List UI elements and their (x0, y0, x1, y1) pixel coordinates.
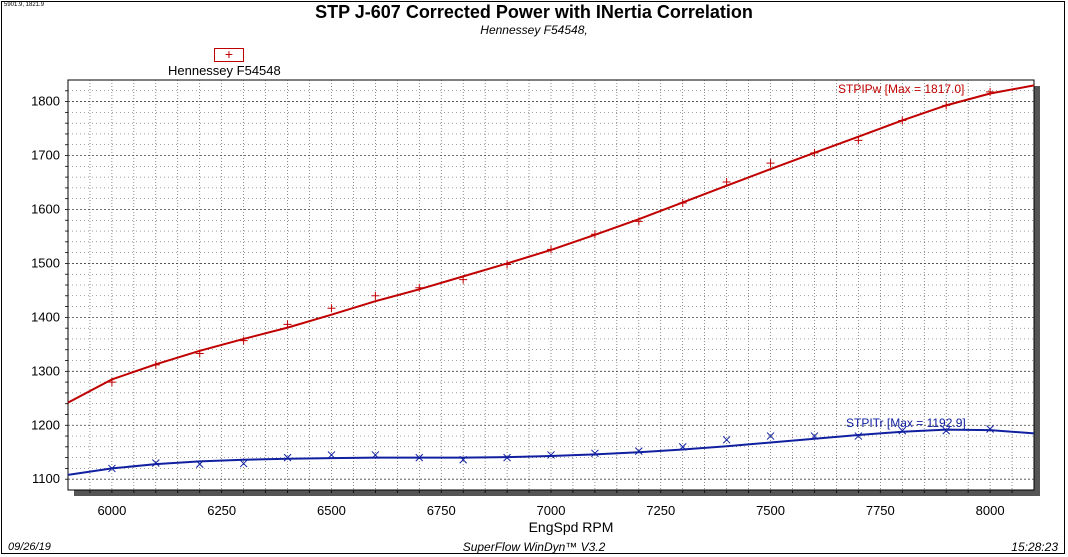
data-point-plus (547, 245, 555, 254)
y-tick-label: 1200 (31, 417, 60, 432)
legend-swatch[interactable]: + (214, 46, 244, 62)
data-point-x (283, 453, 292, 462)
data-point-plus (107, 378, 116, 387)
data-point-plus (678, 199, 687, 207)
chart-subtitle: Hennessey F54548, (480, 23, 588, 37)
data-point-plus (195, 349, 204, 358)
data-point-plus (942, 101, 951, 110)
run-time: 15:28:23 (1011, 540, 1058, 554)
data-point-x (547, 451, 555, 459)
data-point-plus (766, 159, 775, 168)
chart-title: STP J-607 Corrected Power with INertia C… (315, 2, 753, 22)
x-tick-label: 6250 (207, 503, 236, 518)
annotation-power-max: STPIPw [Max = 1817.0] (838, 82, 964, 96)
data-point-x (986, 425, 994, 433)
y-tick-label: 1100 (32, 471, 60, 486)
data-point-x (591, 449, 599, 458)
data-point-x (327, 451, 336, 459)
data-point-plus (239, 336, 248, 345)
data-point-plus (634, 217, 643, 226)
data-point-x (854, 432, 863, 440)
data-point-plus (459, 275, 468, 284)
data-point-x (810, 432, 819, 440)
data-point-plus (503, 260, 512, 269)
data-point-x (239, 459, 248, 468)
data-point-x (722, 435, 731, 444)
y-tick-label: 1700 (31, 148, 60, 163)
x-tick-label: 6750 (427, 503, 456, 518)
data-point-plus (415, 283, 424, 292)
x-tick-label: 6000 (97, 503, 126, 518)
y-tick-label: 1600 (31, 201, 60, 216)
data-point-plus (327, 304, 336, 313)
data-point-x (678, 442, 687, 451)
data-point-x (503, 453, 511, 462)
data-point-plus (151, 360, 160, 369)
y-tick-label: 1800 (31, 94, 60, 109)
data-point-plus (283, 320, 292, 329)
data-point-x (151, 459, 160, 467)
data-point-x (415, 453, 424, 462)
series-line-stpitr (67, 428, 1035, 476)
legend-marker: + (224, 46, 234, 62)
x-tick-label: 7750 (866, 503, 895, 518)
run-date: 09/26/19 (8, 541, 51, 553)
software-version: SuperFlow WinDyn™ V3.2 (462, 540, 606, 554)
data-point-x (766, 432, 775, 440)
y-tick-label: 1300 (31, 363, 60, 378)
data-point-plus (986, 87, 995, 96)
data-point-x (459, 455, 468, 464)
data-point-plus (722, 177, 731, 186)
cursor-coordinate-readout: 5901.9, 1821.9 (4, 2, 45, 8)
x-tick-label: 8000 (976, 503, 1005, 518)
legend-label: Hennessey F54548 (168, 63, 281, 78)
data-point-x (898, 426, 907, 435)
data-point-x (942, 426, 951, 435)
data-point-plus (854, 136, 863, 145)
x-tick-label: 7500 (756, 503, 785, 518)
data-point-x (195, 460, 204, 468)
data-point-plus (590, 230, 599, 239)
x-tick-label: 7000 (537, 503, 566, 518)
data-point-x (371, 451, 380, 459)
x-axis-label: EngSpd RPM (529, 519, 614, 535)
data-point-plus (898, 116, 907, 125)
y-tick-label: 1500 (31, 255, 60, 270)
data-point-x (634, 447, 643, 456)
x-tick-label: 7250 (646, 503, 675, 518)
data-point-plus (371, 291, 380, 300)
data-point-x (108, 464, 116, 473)
data-point-plus (810, 148, 819, 157)
annotation-torque-max: STPITr [Max = 1192.9] (846, 416, 966, 430)
y-tick-label: 1400 (31, 309, 60, 324)
x-tick-label: 6500 (317, 503, 346, 518)
